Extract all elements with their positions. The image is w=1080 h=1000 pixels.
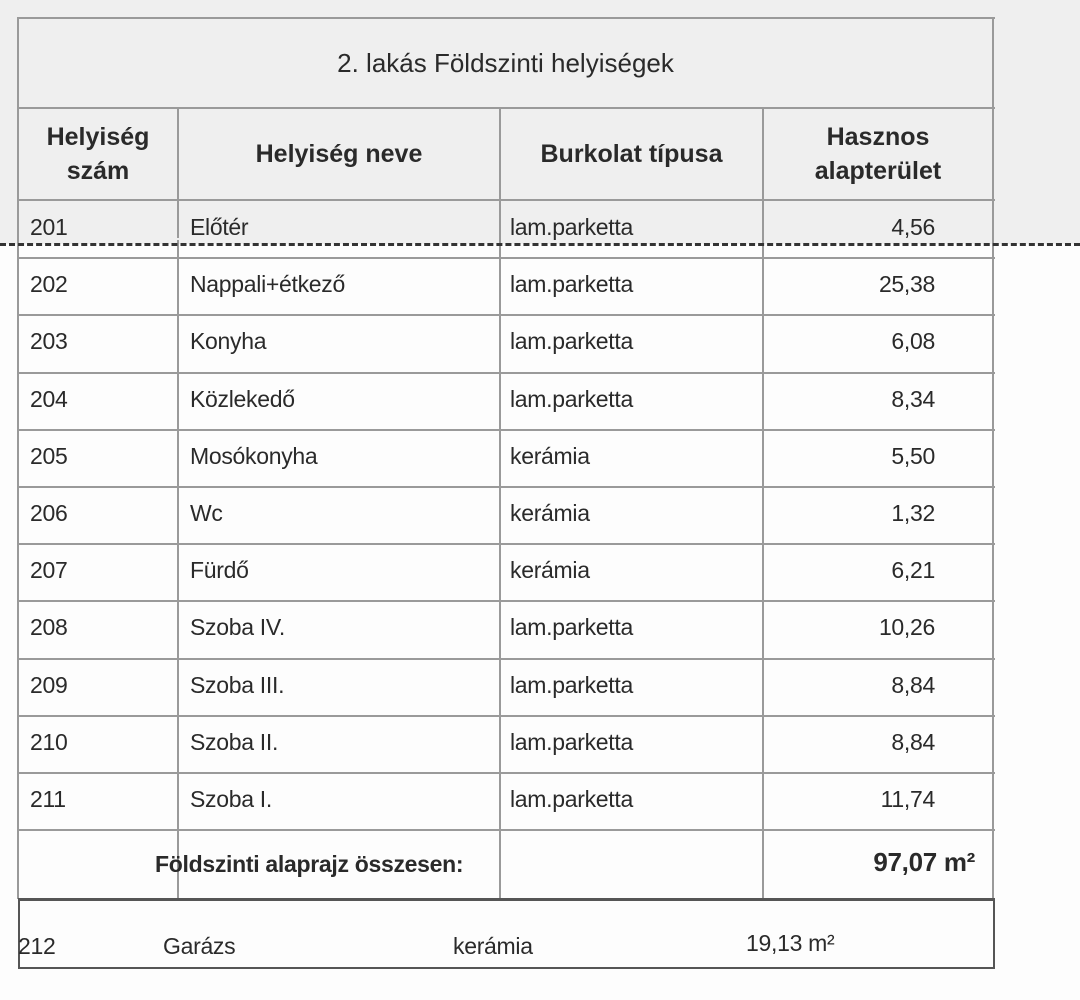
room-area: 6,21: [891, 557, 935, 583]
room-name: Szoba IV.: [190, 614, 285, 640]
table-title: 2. lakás Földszinti helyiségek: [337, 47, 674, 78]
room-number: 206: [30, 500, 68, 526]
room-flooring: lam.parketta: [510, 386, 633, 412]
row-divider: [18, 372, 995, 374]
room-flooring: lam.parketta: [510, 328, 633, 354]
room-area: 6,08: [891, 328, 935, 354]
room-name: Előtér: [190, 214, 249, 240]
title-divider: [18, 107, 995, 109]
row-divider: [18, 829, 995, 831]
room-name: Közlekedő: [190, 386, 295, 412]
room-area: 5,50: [891, 443, 935, 469]
room-area: 10,26: [878, 614, 935, 640]
garage-number: 212: [18, 933, 56, 959]
row-divider: [18, 772, 995, 774]
col-divider-3: [762, 108, 764, 898]
room-name: Konyha: [190, 328, 267, 354]
garage-name: Garázs: [163, 933, 236, 959]
room-number: 210: [30, 729, 68, 755]
room-area: 8,34: [891, 386, 935, 412]
row-divider: [18, 486, 995, 488]
room-name: Nappali+étkező: [190, 271, 345, 297]
room-area: 8,84: [891, 672, 935, 698]
garage-flooring: kerámia: [453, 933, 533, 959]
room-number: 201: [30, 214, 68, 240]
room-number: 204: [30, 386, 68, 412]
room-number: 202: [30, 271, 68, 297]
room-number: 211: [30, 786, 66, 812]
row-divider: [18, 429, 995, 431]
room-name: Wc: [190, 500, 223, 526]
row-divider: [18, 257, 995, 259]
room-flooring: lam.parketta: [510, 614, 633, 640]
row-divider: [18, 658, 995, 660]
room-flooring: kerámia: [510, 500, 590, 526]
row-divider: [18, 600, 995, 602]
room-number: 205: [30, 443, 68, 469]
room-area: 25,38: [878, 271, 935, 297]
row-divider: [18, 543, 995, 545]
header-room-number: Helyiség szám: [46, 123, 150, 185]
table-border-left: [17, 17, 19, 899]
room-flooring: lam.parketta: [510, 729, 633, 755]
garage-area: 19,13 m²: [746, 930, 835, 956]
room-name: Szoba II.: [190, 729, 279, 755]
room-number: 203: [30, 328, 68, 354]
col-divider-1: [177, 108, 179, 238]
room-flooring: kerámia: [510, 557, 590, 583]
header-area: Hasznos alapterület: [814, 123, 942, 185]
row-divider: [18, 314, 995, 316]
room-flooring: kerámia: [510, 443, 590, 469]
room-flooring: lam.parketta: [510, 786, 633, 812]
room-area: 11,74: [880, 786, 936, 812]
room-area: 1,32: [891, 500, 935, 526]
col-divider-1: [177, 250, 179, 738]
scanned-region-top: [0, 0, 1080, 244]
room-name: Fürdő: [190, 557, 249, 583]
row-divider: [18, 715, 995, 717]
garage-row: [18, 898, 995, 969]
total-value: 97,07 m²: [873, 847, 975, 877]
room-name: Szoba I.: [190, 786, 272, 812]
room-number: 208: [30, 614, 68, 640]
room-number: 209: [30, 672, 68, 698]
room-flooring: lam.parketta: [510, 672, 633, 698]
header-divider: [18, 199, 995, 201]
room-area: 4,56: [891, 214, 935, 240]
room-flooring: lam.parketta: [510, 214, 633, 240]
room-number: 207: [30, 557, 68, 583]
dashed-cut-line: [0, 243, 1080, 246]
room-name: Mosókonyha: [190, 443, 318, 469]
header-room-name: Helyiség neve: [255, 140, 423, 168]
table-border-top: [18, 17, 995, 19]
room-area: 8,84: [891, 729, 935, 755]
col-divider-2: [499, 108, 501, 898]
col-divider-1-mid: [177, 240, 179, 252]
total-label: Földszinti alaprajz összesen:: [155, 851, 464, 877]
room-flooring: lam.parketta: [510, 271, 633, 297]
table-border-right: [992, 17, 994, 899]
header-flooring: Burkolat típusa: [540, 140, 723, 168]
col-divider-1-lower: [177, 738, 179, 898]
room-name: Szoba III.: [190, 672, 285, 698]
